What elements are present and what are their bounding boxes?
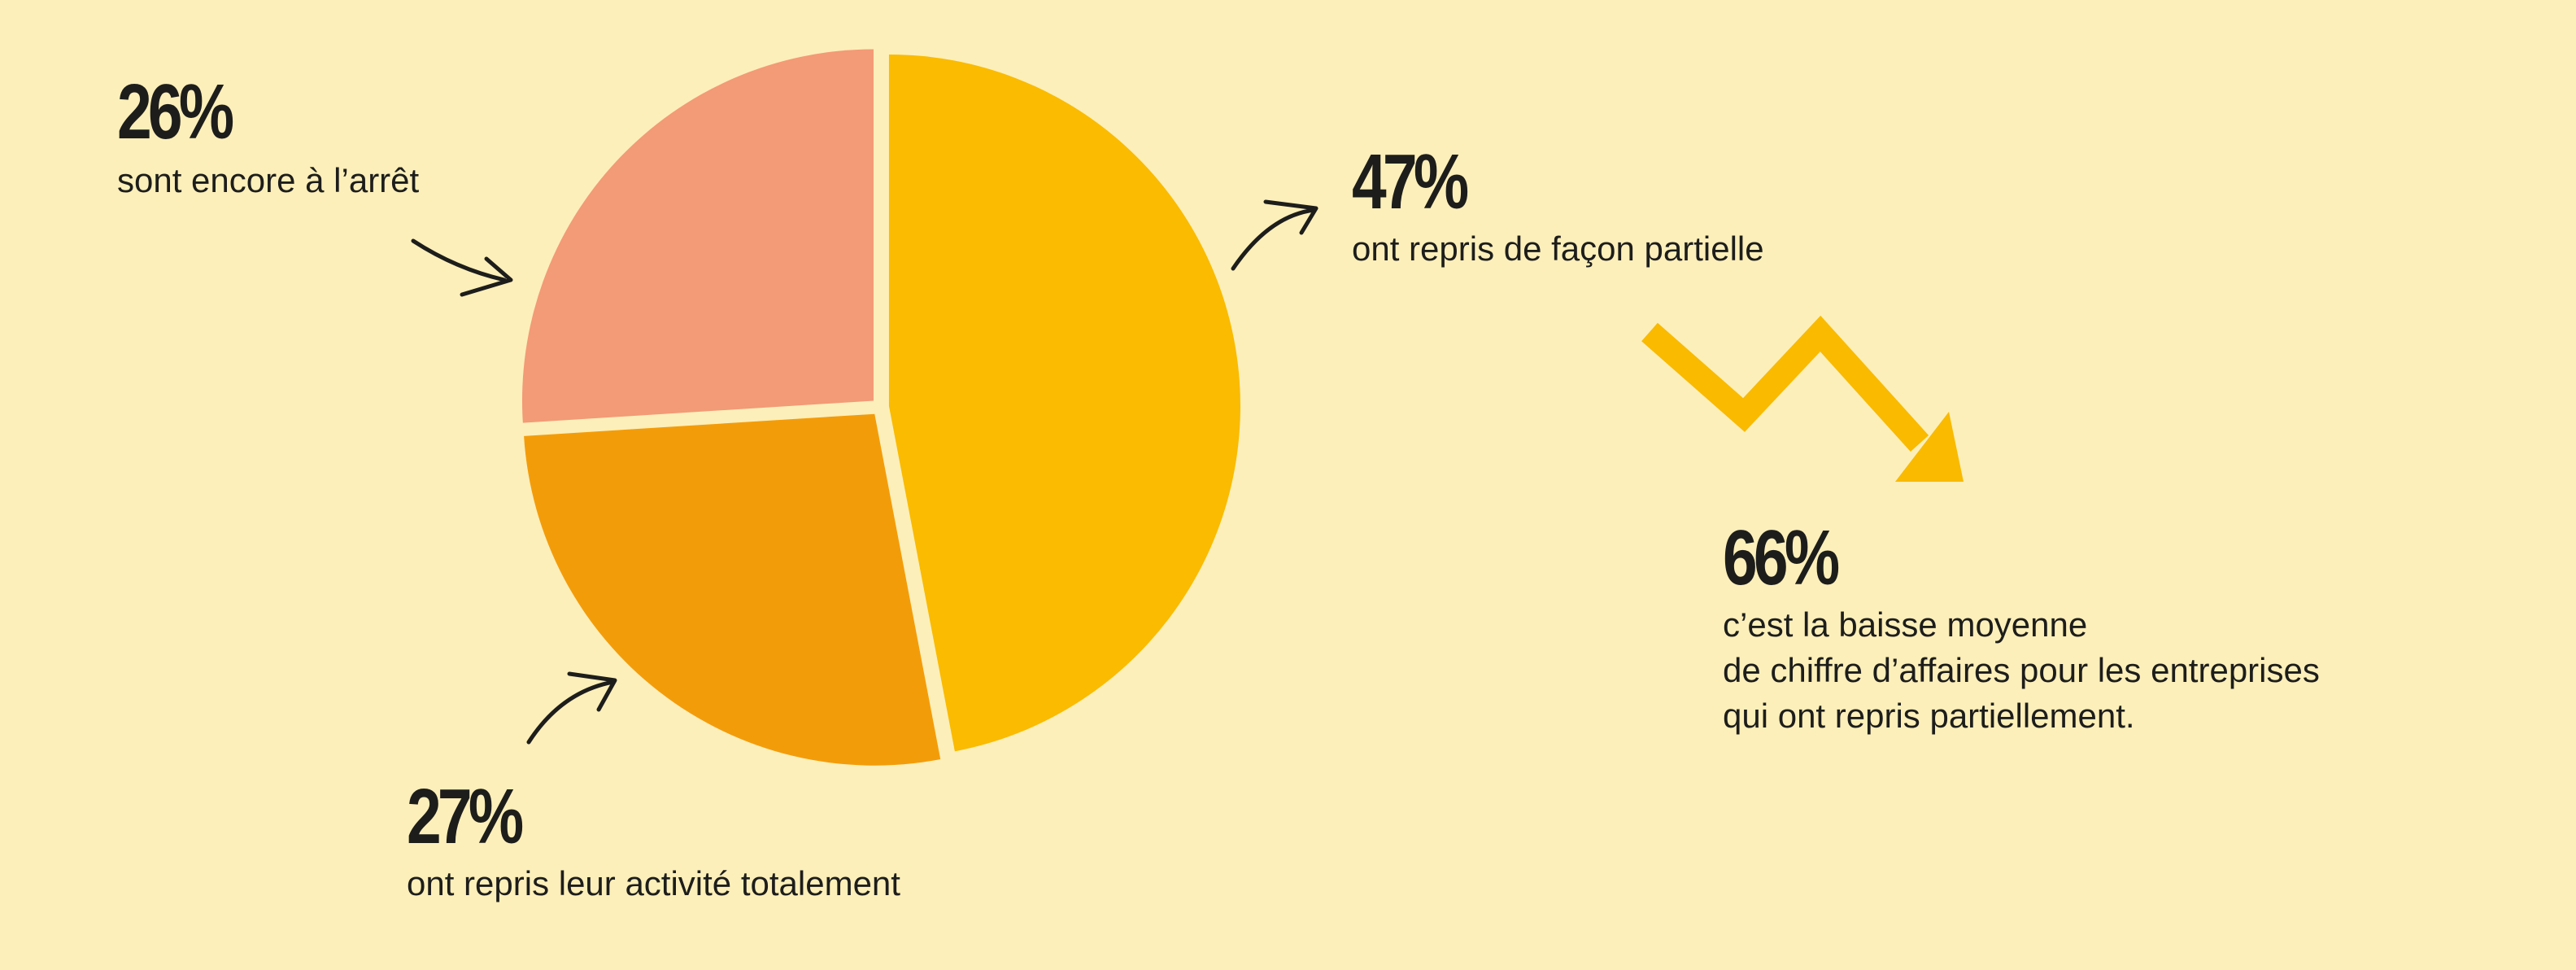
partial-label: ont repris de façon partielle	[1352, 229, 1764, 268]
arrow-to-total-slice	[526, 671, 617, 745]
pie-slice-0	[888, 54, 1240, 752]
pie-slices	[521, 49, 1240, 766]
total-label: ont repris leur activité totalement	[407, 864, 900, 902]
revenue-drop-line-1: c’est la baisse moyenne	[1723, 605, 2088, 644]
arrow-to-partial-slice	[1231, 199, 1319, 271]
stopped-label: sont encore à l’arrêt	[117, 161, 420, 199]
revenue-drop-line-3: qui ont repris partiellement.	[1723, 697, 2135, 735]
pie-slice-2	[521, 49, 874, 423]
pie-slice-1	[524, 413, 941, 766]
revenue-drop-text: c’est la baisse moyenne de chiffre d’aff…	[1723, 602, 2320, 739]
arrow-to-stopped-slice	[411, 238, 513, 297]
revenue-drop-line-2: de chiffre d’affaires pour les entrepris…	[1723, 651, 2320, 689]
total-percentage: 27%	[407, 773, 524, 860]
partial-percentage: 47%	[1352, 138, 1469, 225]
zigzag-down-arrow-icon	[1641, 315, 1964, 482]
stopped-percentage: 26%	[117, 68, 234, 155]
revenue-drop-percentage: 66%	[1723, 514, 1840, 601]
